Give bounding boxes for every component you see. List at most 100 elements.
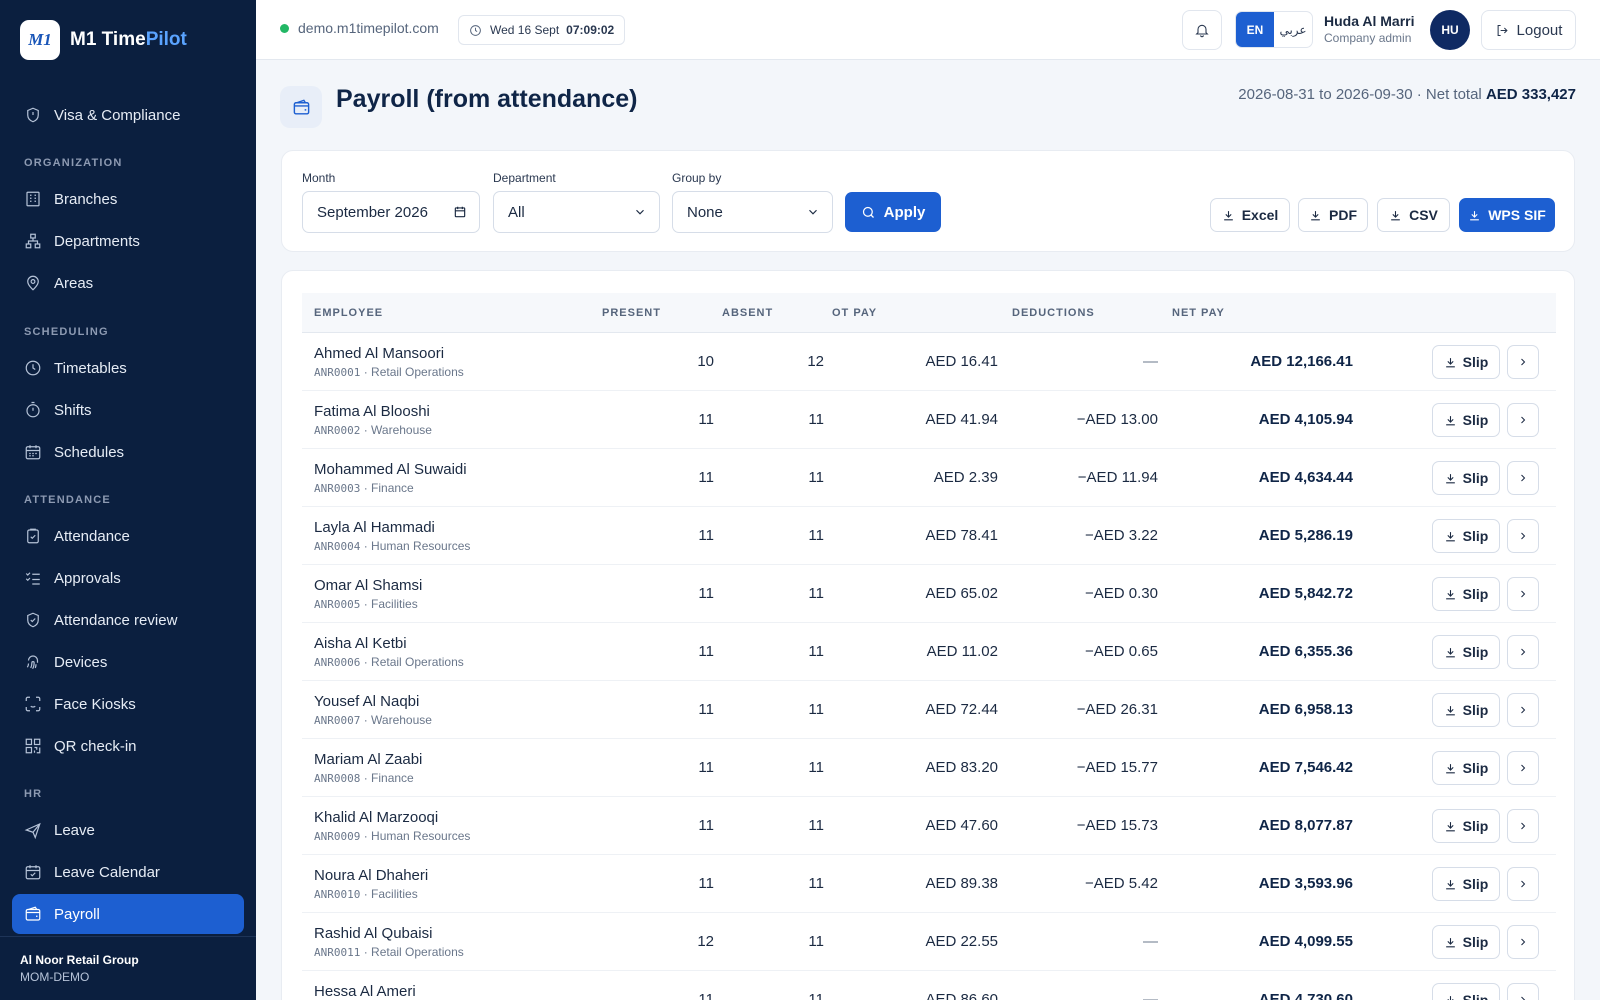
employee-name[interactable]: Ahmed Al Mansoori bbox=[314, 345, 445, 362]
row-details-button[interactable] bbox=[1507, 403, 1539, 437]
sidebar-item-attendance-review[interactable]: Attendance review bbox=[12, 600, 244, 640]
table-row[interactable]: Khalid Al Marzooqi ANR0009 · Human Resour… bbox=[302, 797, 1556, 855]
slip-button[interactable]: Slip bbox=[1432, 925, 1500, 959]
slip-button[interactable]: Slip bbox=[1432, 693, 1500, 727]
slip-label: Slip bbox=[1462, 586, 1489, 602]
row-details-button[interactable] bbox=[1507, 751, 1539, 785]
table-row[interactable]: Layla Al Hammadi ANR0004 · Human Resource… bbox=[302, 507, 1556, 565]
table-row[interactable]: Hessa Al AmeriANR0012 · Warehouse1111AED… bbox=[302, 971, 1556, 1000]
employee-code: ANR0011 bbox=[314, 946, 361, 959]
table-row[interactable]: Mohammed Al Suwaidi ANR0003 · Finance 11 11… bbox=[302, 449, 1556, 507]
sidebar-item-timetables[interactable]: Timetables bbox=[12, 348, 244, 388]
row-details-button[interactable] bbox=[1507, 345, 1539, 379]
sidebar-item-branches[interactable]: Branches bbox=[12, 179, 244, 219]
slip-button[interactable]: Slip bbox=[1432, 751, 1500, 785]
employee-code: ANR0003 bbox=[314, 482, 361, 495]
sidebar-item-payroll[interactable]: Payroll bbox=[12, 894, 244, 934]
row-details-button[interactable] bbox=[1507, 925, 1539, 959]
slip-button[interactable]: Slip bbox=[1432, 867, 1500, 901]
employee-name[interactable]: Layla Al Hammadi bbox=[314, 519, 435, 536]
brand[interactable]: M1 M1 TimePilot bbox=[20, 20, 187, 60]
slip-button[interactable]: Slip bbox=[1432, 809, 1500, 843]
department-select[interactable]: All bbox=[493, 191, 660, 233]
row-details-button[interactable] bbox=[1507, 519, 1539, 553]
sidebar-item-face-kiosks[interactable]: Face Kiosks bbox=[12, 684, 244, 724]
export-pdf-button[interactable]: PDF bbox=[1298, 198, 1368, 232]
sidebar-item-label: Shifts bbox=[54, 401, 92, 419]
lang-en-button[interactable]: EN bbox=[1236, 12, 1274, 47]
avatar[interactable]: HU bbox=[1430, 10, 1470, 50]
employee-department: · Human Resources bbox=[360, 539, 471, 553]
topbar: demo.m1timepilot.com Wed 16 Sept 07:09:0… bbox=[256, 0, 1600, 60]
building-icon bbox=[24, 190, 42, 208]
employee-name[interactable]: Omar Al Shamsi bbox=[314, 577, 423, 594]
deductions: −AED 15.73 bbox=[1076, 817, 1158, 834]
table-row[interactable]: Rashid Al Qubaisi ANR0011 · Retail Operat… bbox=[302, 913, 1556, 971]
table-row[interactable]: Ahmed Al Mansoori ANR0001 · Retail Operat… bbox=[302, 333, 1556, 391]
employee-name[interactable]: Mohammed Al Suwaidi bbox=[314, 461, 467, 478]
export-wps-sif-button[interactable]: WPS SIF bbox=[1459, 198, 1555, 232]
table-row[interactable]: Mariam Al Zaabi ANR0008 · Finance 11 11 AED … bbox=[302, 739, 1556, 797]
employee-name[interactable]: Yousef Al Naqbi bbox=[314, 693, 420, 710]
employee-name[interactable]: Noura Al Dhaheri bbox=[314, 867, 429, 884]
lang-ar-button[interactable]: عربي bbox=[1279, 22, 1307, 37]
row-details-button[interactable] bbox=[1507, 577, 1539, 611]
employee-name[interactable]: Aisha Al Ketbi bbox=[314, 635, 407, 652]
logout-button[interactable]: Logout bbox=[1481, 10, 1576, 50]
slip-button[interactable]: Slip bbox=[1432, 577, 1500, 611]
export-wps-sif-label: WPS SIF bbox=[1488, 207, 1546, 223]
row-details-button[interactable] bbox=[1507, 635, 1539, 669]
org-name: Al Noor Retail Group bbox=[20, 953, 139, 967]
row-details-button[interactable] bbox=[1507, 693, 1539, 727]
employee-name[interactable]: Mariam Al Zaabi bbox=[314, 751, 423, 768]
sidebar-item-leave-calendar[interactable]: Leave Calendar bbox=[12, 852, 244, 892]
row-details-button[interactable] bbox=[1507, 983, 1539, 1000]
clock-icon bbox=[470, 24, 481, 36]
employee-department: · Finance bbox=[360, 481, 414, 495]
table-row[interactable]: Fatima Al Blooshi ANR0002 · Warehouse 11 11… bbox=[302, 391, 1556, 449]
slip-button[interactable]: Slip bbox=[1432, 983, 1500, 1000]
table-row[interactable]: Aisha Al Ketbi ANR0006 · Retail Operation… bbox=[302, 623, 1556, 681]
employee-name[interactable]: Rashid Al Qubaisi bbox=[314, 925, 433, 942]
row-details-button[interactable] bbox=[1507, 867, 1539, 901]
employee-name[interactable]: Fatima Al Blooshi bbox=[314, 403, 430, 420]
sidebar-item-schedules[interactable]: Schedules bbox=[12, 432, 244, 472]
employee-department: · Finance bbox=[360, 771, 414, 785]
slip-button[interactable]: Slip bbox=[1432, 345, 1500, 379]
sidebar-item-leave[interactable]: Leave bbox=[12, 810, 244, 850]
slip-button[interactable]: Slip bbox=[1432, 461, 1500, 495]
table-row[interactable]: Yousef Al Naqbi ANR0007 · Warehouse 11 11 AE… bbox=[302, 681, 1556, 739]
slip-button[interactable]: Slip bbox=[1432, 519, 1500, 553]
employee-name[interactable]: Hessa Al Ameri bbox=[314, 983, 416, 1000]
sidebar-item-areas[interactable]: Areas bbox=[12, 263, 244, 303]
sidebar-item-shifts[interactable]: Shifts bbox=[12, 390, 244, 430]
sidebar-item-qr-check-in[interactable]: QR check-in bbox=[12, 726, 244, 766]
group-by-select[interactable]: None bbox=[672, 191, 833, 233]
row-details-button[interactable] bbox=[1507, 809, 1539, 843]
sidebar-item-visa-compliance[interactable]: Visa & Compliance bbox=[12, 95, 244, 135]
chevron-right-icon bbox=[1521, 358, 1526, 366]
notifications-button[interactable] bbox=[1182, 10, 1222, 50]
export-excel-button[interactable]: Excel bbox=[1210, 198, 1290, 232]
table-row[interactable]: Omar Al Shamsi ANR0005 · Facilities 11 11 AE… bbox=[302, 565, 1556, 623]
list-check-icon bbox=[24, 569, 42, 587]
employee-name[interactable]: Khalid Al Marzooqi bbox=[314, 809, 439, 826]
apply-button[interactable]: Apply bbox=[845, 192, 941, 232]
sidebar-item-departments[interactable]: Departments bbox=[12, 221, 244, 261]
ot-pay: AED 47.60 bbox=[925, 817, 998, 834]
slip-button[interactable]: Slip bbox=[1432, 635, 1500, 669]
net-total: AED 333,427 bbox=[1485, 86, 1576, 103]
row-details-button[interactable] bbox=[1507, 461, 1539, 495]
table-row[interactable]: Noura Al Dhaheri ANR0010 · Facilities 11 11… bbox=[302, 855, 1556, 913]
slip-label: Slip bbox=[1462, 644, 1489, 660]
sidebar-item-approvals[interactable]: Approvals bbox=[12, 558, 244, 598]
net-pay: AED 5,286.19 bbox=[1258, 527, 1353, 544]
chevron-right-icon bbox=[1521, 474, 1526, 482]
slip-label: Slip bbox=[1462, 412, 1489, 428]
sidebar-item-attendance[interactable]: Attendance bbox=[12, 516, 244, 556]
sidebar-item-devices[interactable]: Devices bbox=[12, 642, 244, 682]
deductions: −AED 0.30 bbox=[1085, 585, 1158, 602]
month-input[interactable]: September 2026 bbox=[302, 191, 480, 233]
export-csv-button[interactable]: CSV bbox=[1377, 198, 1450, 232]
slip-button[interactable]: Slip bbox=[1432, 403, 1500, 437]
